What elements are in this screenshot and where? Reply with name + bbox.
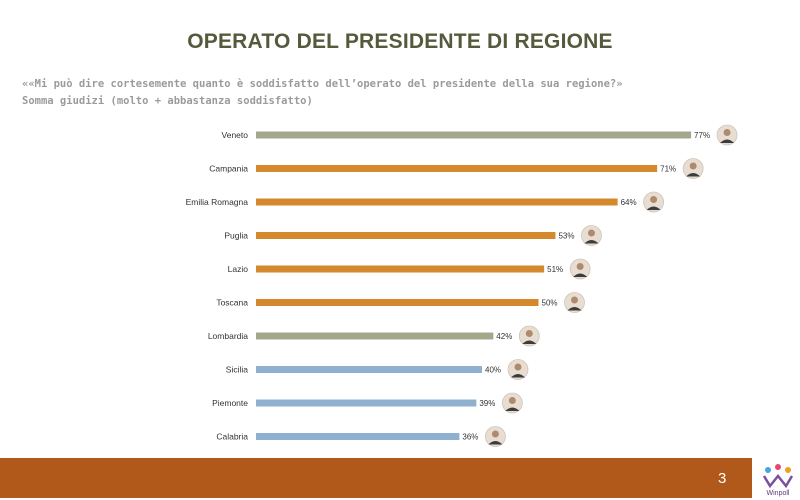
logo-text: Winpoll bbox=[767, 490, 790, 497]
avatar-body bbox=[567, 307, 582, 311]
value-label: 42% bbox=[496, 332, 512, 341]
bar bbox=[256, 131, 692, 139]
bar-chart: Veneto 77% Campania 71% Emilia Romagna 64% Pug… bbox=[186, 124, 738, 447]
avatar-head bbox=[650, 196, 658, 203]
avatar-head bbox=[571, 296, 578, 304]
value-label: 39% bbox=[479, 399, 495, 408]
category-label: Emilia Romagna bbox=[186, 197, 249, 207]
avatar-body bbox=[720, 139, 735, 143]
avatar-head bbox=[491, 430, 499, 438]
category-label: Lazio bbox=[228, 264, 249, 274]
category-label: Veneto bbox=[222, 130, 249, 140]
page-title: OPERATO DEL PRESIDENTE DI REGIONE bbox=[187, 30, 613, 53]
avatar-body bbox=[511, 374, 525, 378]
value-label: 40% bbox=[485, 366, 501, 375]
avatar-head bbox=[587, 229, 595, 237]
avatar-head bbox=[723, 129, 731, 136]
bar bbox=[256, 399, 477, 407]
avatar-body bbox=[646, 206, 661, 210]
bar bbox=[256, 198, 618, 206]
winpoll-logo: Winpoll bbox=[762, 464, 794, 497]
category-label: Toscana bbox=[216, 298, 248, 308]
avatar-head bbox=[508, 397, 516, 404]
bar bbox=[256, 366, 482, 373]
category-label: Calabria bbox=[216, 432, 248, 442]
value-label: 50% bbox=[542, 299, 558, 308]
avatar-body bbox=[505, 407, 520, 411]
category-label: Sicilia bbox=[226, 365, 248, 375]
avatar-body bbox=[573, 273, 588, 277]
value-label: 71% bbox=[660, 165, 676, 174]
bar bbox=[256, 265, 545, 273]
bar bbox=[256, 433, 460, 440]
avatar-body bbox=[522, 340, 537, 344]
category-label: Piemonte bbox=[212, 398, 248, 408]
value-label: 77% bbox=[694, 131, 710, 140]
bar bbox=[256, 299, 539, 306]
avatar-body bbox=[686, 173, 701, 177]
category-label: Puglia bbox=[224, 231, 248, 241]
category-label: Lombardia bbox=[208, 331, 248, 341]
value-label: 64% bbox=[621, 198, 637, 207]
value-label: 53% bbox=[558, 232, 574, 241]
value-label: 51% bbox=[547, 265, 563, 274]
avatar-head bbox=[576, 263, 584, 270]
avatar-head bbox=[514, 363, 522, 371]
footer-bar bbox=[0, 458, 752, 498]
question-note: Somma giudizi (molto + abbastanza soddis… bbox=[22, 95, 313, 107]
page-number: 3 bbox=[718, 470, 727, 487]
value-label: 36% bbox=[462, 433, 478, 442]
category-label: Campania bbox=[209, 164, 248, 174]
question-text: ««Mi può dire cortesemente quanto è sodd… bbox=[22, 76, 782, 110]
avatar-body bbox=[584, 240, 599, 244]
bar bbox=[256, 332, 494, 340]
avatar-head bbox=[525, 330, 533, 337]
question-line: ««Mi può dire cortesemente quanto è sodd… bbox=[22, 78, 623, 90]
bar bbox=[256, 165, 658, 172]
avatar-body bbox=[488, 441, 503, 445]
bar bbox=[256, 232, 556, 239]
avatar-head bbox=[689, 162, 697, 170]
